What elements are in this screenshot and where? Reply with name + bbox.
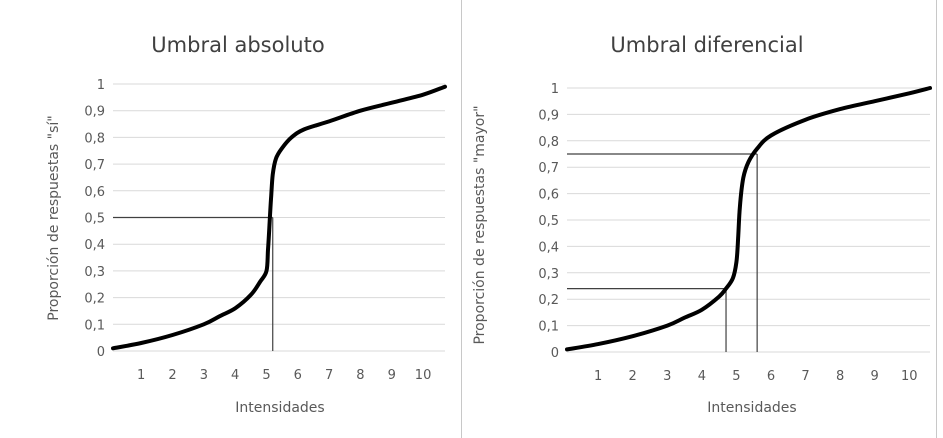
y-axis-title: Proporción de respuestas "sí" xyxy=(46,115,62,320)
y-axis-title: Proporción de respuestas "mayor" xyxy=(472,105,488,344)
x-tick-label: 10 xyxy=(415,368,432,383)
y-tick-label: 0,2 xyxy=(538,293,559,308)
x-tick-label: 4 xyxy=(698,369,706,384)
y-tick-label: 0,7 xyxy=(84,158,105,173)
x-tick-label: 4 xyxy=(231,368,239,383)
chart-title: Umbral diferencial xyxy=(610,33,803,57)
y-tick-label: 1 xyxy=(97,78,105,93)
y-tick-label: 0,6 xyxy=(538,188,559,203)
y-tick-label: 0,1 xyxy=(538,320,559,335)
y-tick-label: 0,4 xyxy=(84,238,105,253)
chart-umbral-absoluto: Umbral absoluto Intensidades Proporción … xyxy=(46,33,447,416)
y-tick-label: 0,4 xyxy=(538,240,559,255)
series-line xyxy=(111,84,447,351)
y-tick-label: 0 xyxy=(551,346,559,361)
y-tick-label: 0,5 xyxy=(538,214,559,229)
x-tick-label: 1 xyxy=(594,369,602,384)
y-tick-label: 0,9 xyxy=(84,105,105,120)
x-tick-label: 3 xyxy=(200,368,208,383)
y-tick-label: 0,1 xyxy=(84,318,105,333)
x-tick-label: 6 xyxy=(767,369,775,384)
chart-title: Umbral absoluto xyxy=(151,33,324,57)
x-tick-label: 5 xyxy=(732,369,740,384)
y-tick-label: 0 xyxy=(97,345,105,360)
y-tick-label: 0,3 xyxy=(538,267,559,282)
chart-umbral-diferencial: Umbral diferencial Intensidades Proporci… xyxy=(472,33,932,416)
x-tick-label: 7 xyxy=(801,369,809,384)
y-tick-label: 0,2 xyxy=(84,292,105,307)
y-tick-label: 0,9 xyxy=(538,108,559,123)
y-tick-label: 0,8 xyxy=(538,135,559,150)
y-tick-label: 0,6 xyxy=(84,185,105,200)
y-tick-label: 0,5 xyxy=(84,212,105,227)
x-tick-label: 9 xyxy=(871,369,879,384)
y-tick-label: 0,8 xyxy=(84,131,105,146)
chart-panel-differential xyxy=(462,0,937,438)
y-tick-label: 0,3 xyxy=(84,265,105,280)
x-axis-title: Intensidades xyxy=(235,400,324,416)
x-tick-label: 6 xyxy=(294,368,302,383)
x-tick-label: 7 xyxy=(325,368,333,383)
x-tick-label: 5 xyxy=(262,368,270,383)
x-tick-label: 9 xyxy=(388,368,396,383)
x-tick-label: 2 xyxy=(168,368,176,383)
x-tick-label: 10 xyxy=(901,369,918,384)
y-tick-label: 0,7 xyxy=(538,161,559,176)
chart-panel-absolute xyxy=(0,0,462,438)
x-tick-label: 2 xyxy=(629,369,637,384)
y-tick-label: 1 xyxy=(551,82,559,97)
series-line xyxy=(565,86,932,352)
x-tick-label: 1 xyxy=(137,368,145,383)
x-tick-label: 8 xyxy=(836,369,844,384)
x-tick-label: 3 xyxy=(663,369,671,384)
x-tick-label: 8 xyxy=(356,368,364,383)
x-axis-title: Intensidades xyxy=(707,400,796,416)
